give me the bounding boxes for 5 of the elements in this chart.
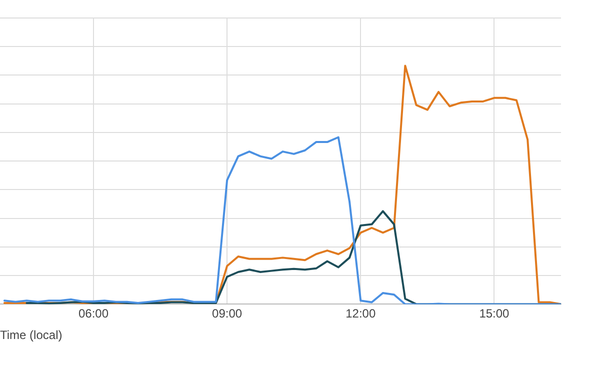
x-tick-label: 09:00 xyxy=(212,306,242,321)
x-tick-label: 15:00 xyxy=(479,306,510,321)
x-tick-label: 12:00 xyxy=(346,306,376,321)
x-axis-title: Time (local) xyxy=(0,328,62,342)
x-tick-label: 06:00 xyxy=(78,306,109,321)
